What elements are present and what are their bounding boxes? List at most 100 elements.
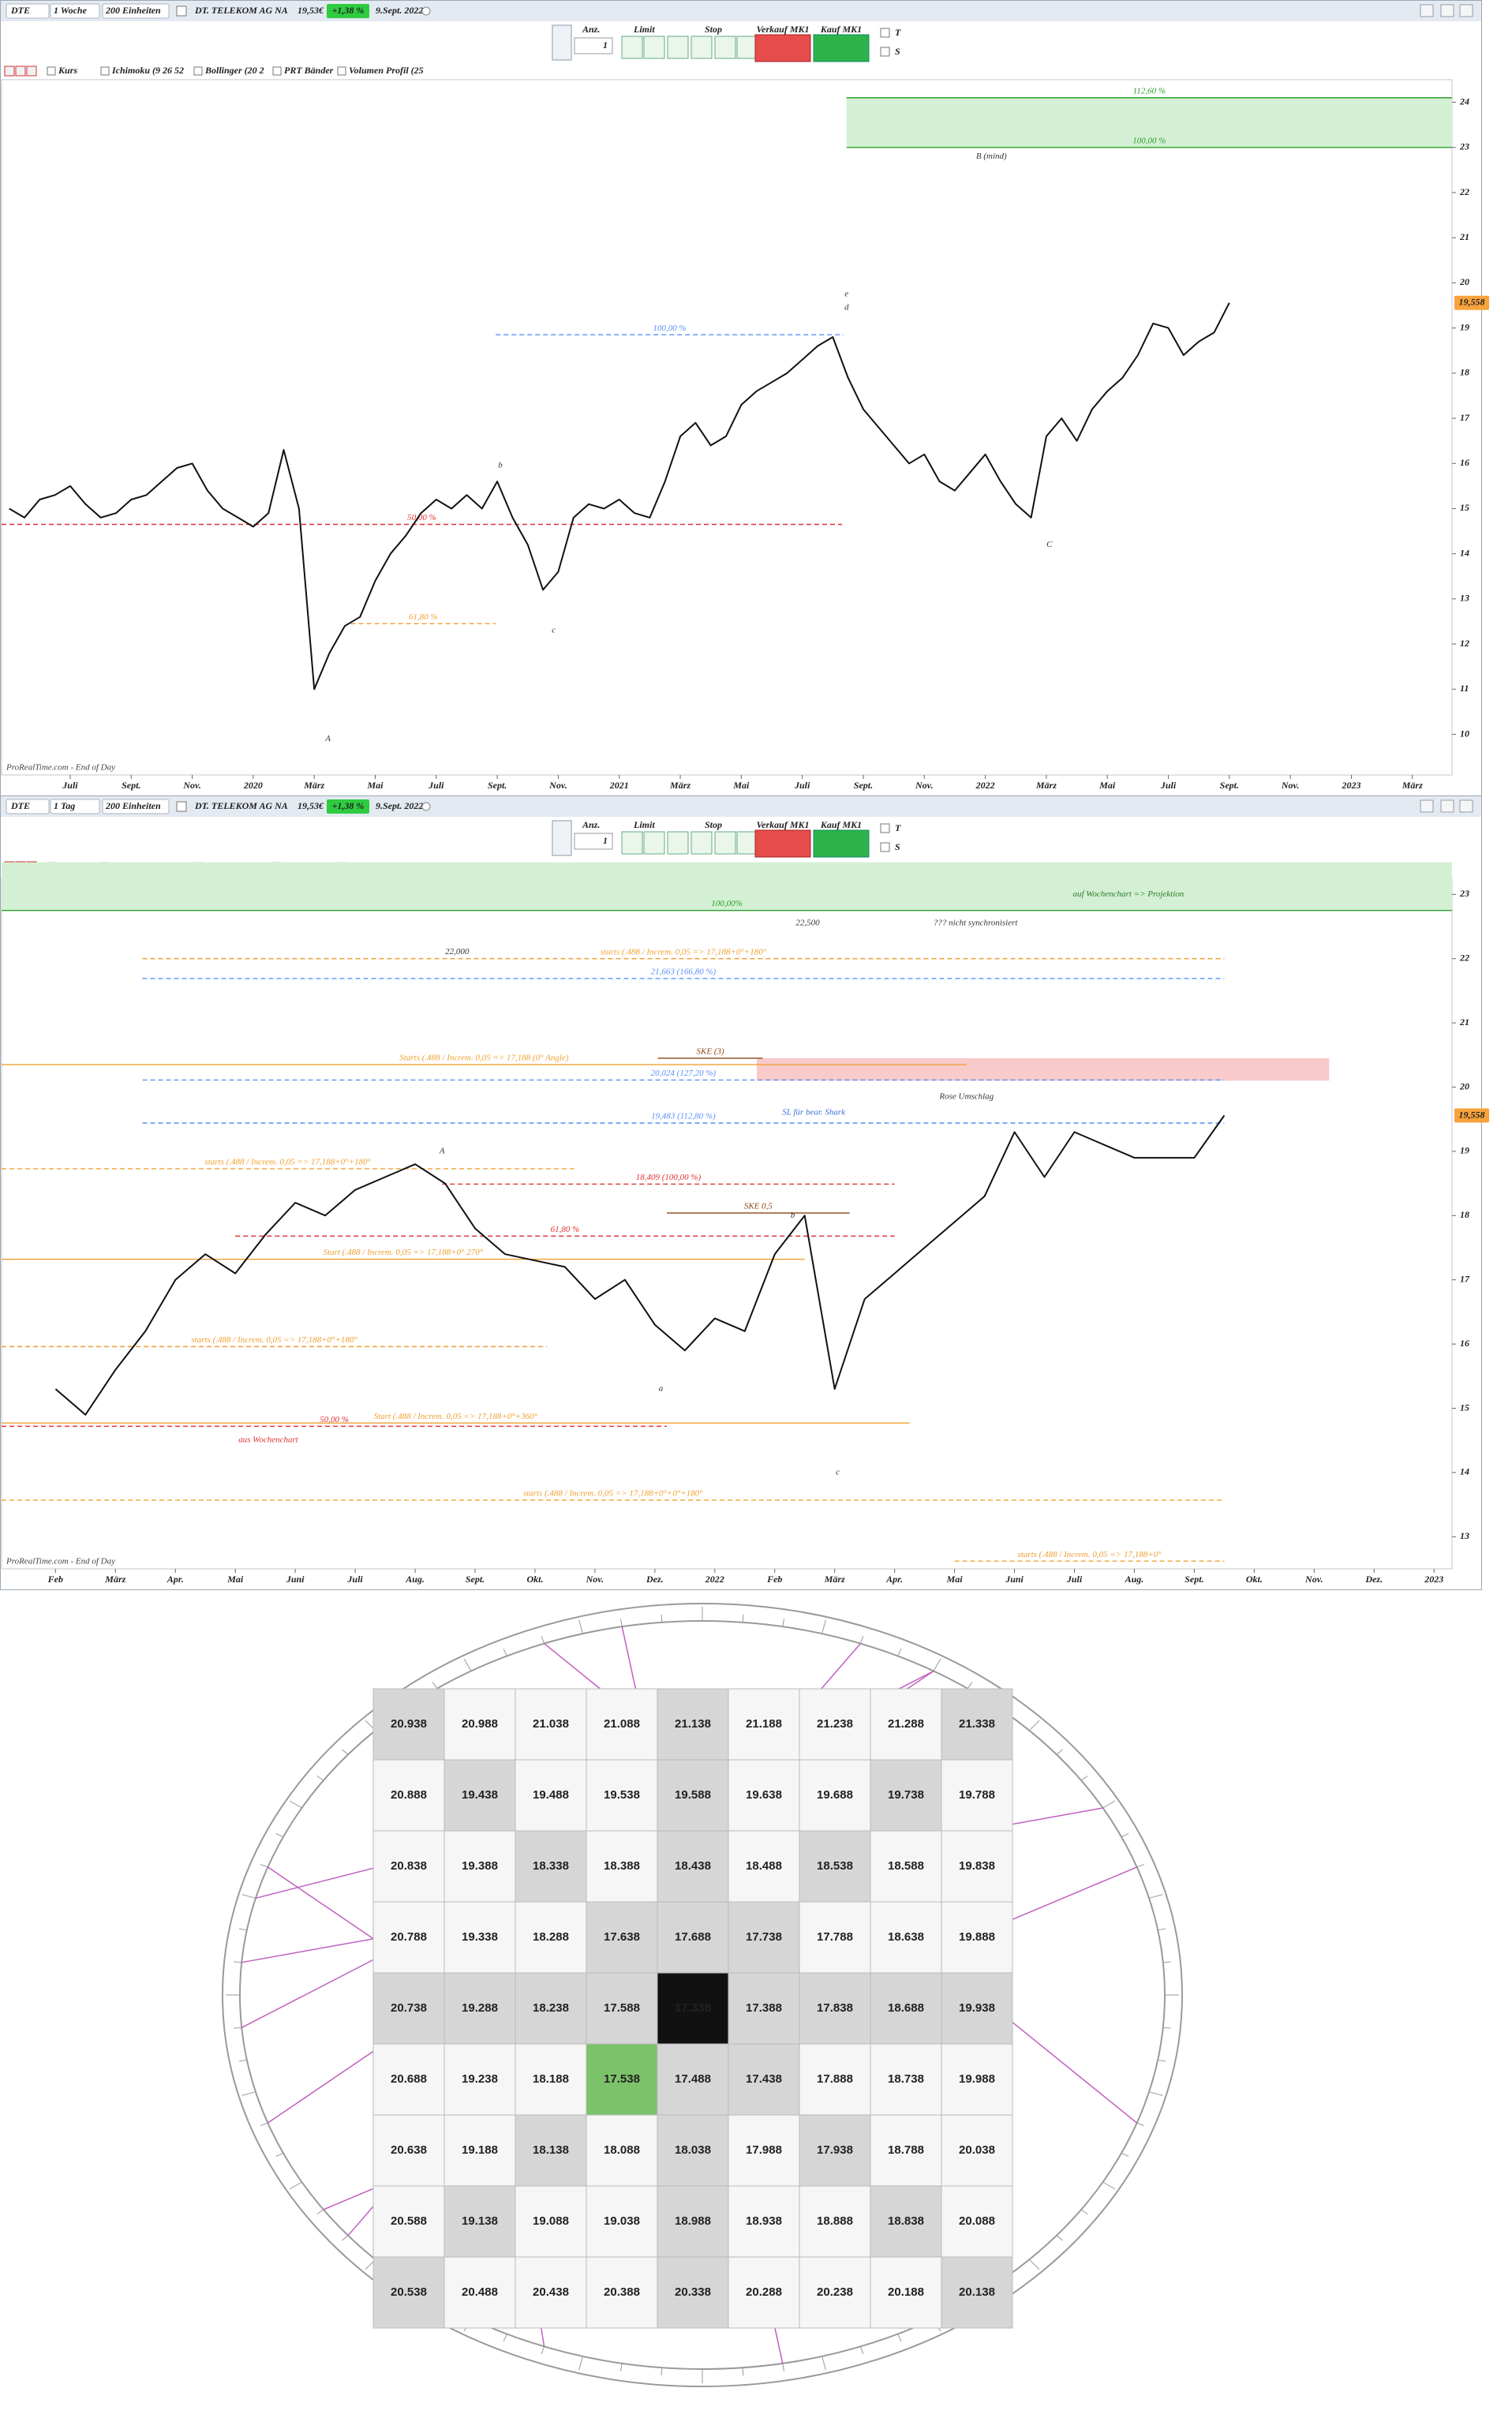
order-button[interactable] [736,36,758,59]
toolbar-icon[interactable] [552,820,572,856]
y-tick-label: 24 [1459,95,1469,107]
indicator-tool[interactable] [4,66,15,77]
x-tick-label: Sept. [122,780,140,791]
period-select[interactable] [50,799,100,814]
instrument-name: DT. TELEKOM AG NA [194,800,288,811]
window-button[interactable] [1459,4,1473,17]
toolbar-icon[interactable] [552,24,572,61]
price: 19,53€ [298,800,324,811]
indicator-tool[interactable] [26,66,37,77]
gann-value: 18.838 [888,2214,924,2228]
symbol-select[interactable] [6,3,50,19]
s-check[interactable] [880,47,890,57]
ring-tick [782,2363,784,2371]
gann-value: 20.388 [604,2285,640,2299]
sell-button[interactable] [754,829,811,858]
change: +1,38 % [332,800,365,811]
qty-input[interactable] [574,833,613,850]
annotation: b [791,1211,795,1220]
gann-value: 21.238 [817,1717,853,1731]
order-button[interactable] [667,831,689,855]
symbol-select[interactable] [6,799,50,814]
ring-tick [241,2091,256,2096]
order-button[interactable] [621,36,643,59]
gann-value: 20.738 [391,2001,427,2015]
ring-tick [859,1636,864,1644]
gann-cell [443,2185,516,2258]
gann-value: 17.388 [746,2001,782,2015]
gann-value: 18.338 [533,1859,569,1873]
x-tick-label: Sept. [466,1574,485,1585]
ring-tick [1158,1928,1166,1931]
gann-value: 20.238 [817,2285,853,2299]
ring-tick [782,1619,784,1627]
y-tick-label: 23 [1459,888,1469,899]
sell-button[interactable] [754,34,811,62]
x-tick-label: Okt. [526,1574,543,1585]
header-bar [1,796,1481,817]
footer: ProRealTime.com - End of Day [6,1557,115,1566]
gann-value: 17.338 [675,2001,711,2015]
y-tick-label: 10 [1460,728,1469,739]
indicator-check[interactable] [47,66,56,76]
indicator-check[interactable] [100,66,110,76]
order-button[interactable] [714,36,736,59]
level-label: starts (.488 / Increm. 0,05 => 17,188+0°… [204,1157,371,1166]
order-button[interactable] [643,36,665,59]
ring-tick [1136,1863,1145,1868]
gann-value: 18.638 [888,1930,924,1944]
level-label: 20,024 (127,20 %) [651,1069,717,1078]
window-button[interactable] [1440,799,1454,813]
x-tick-label: Mai [226,1574,244,1585]
indicator-tool[interactable] [15,66,26,77]
window-button[interactable] [1420,4,1434,17]
t-check[interactable] [880,28,890,38]
qty-input[interactable] [574,37,613,54]
gann-cell [941,1901,1013,1974]
indicator-check[interactable] [272,66,282,76]
order-button[interactable] [714,831,736,855]
s-check[interactable] [880,842,890,852]
x-tick-label: Feb [766,1574,782,1585]
order-button[interactable] [667,36,689,59]
order-button[interactable] [691,831,713,855]
gann-value: 17.838 [817,2001,853,2015]
indicator-check[interactable] [193,66,203,76]
ring-tick [541,2346,545,2354]
ring-tick [260,2122,268,2127]
gann-value: 21.088 [604,1717,640,1731]
gann-cell [941,2043,1013,2116]
gann-value: 18.738 [888,2072,924,2086]
ring-tick [821,2356,826,2371]
order-button[interactable] [736,831,758,855]
order-button[interactable] [643,831,665,855]
order-button[interactable] [691,36,713,59]
gann-cell [941,1830,1013,1903]
order-button[interactable] [621,831,643,855]
window-button[interactable] [1420,799,1434,813]
window-button[interactable] [1459,799,1473,813]
plot-area [1,878,1453,1570]
buy-button[interactable] [813,34,870,62]
indicator-check[interactable] [337,66,346,76]
y-tick-label: 17 [1460,1273,1470,1284]
ring-tick [1056,2235,1063,2241]
gann-value: 21.288 [888,1717,924,1731]
gann-ring [222,1603,1183,2387]
x-tick-label: Apr. [167,1574,184,1585]
window-button[interactable] [1440,4,1454,17]
gann-value: 19.338 [462,1930,498,1944]
x-tick-label: 2023 [1424,1574,1443,1585]
gann-cell [941,1759,1013,1832]
period-select[interactable] [50,3,100,19]
units-select[interactable] [102,799,170,814]
zone [756,1057,1330,1081]
t-check[interactable] [880,823,890,833]
ring-tick [316,1775,324,1781]
buy-button[interactable] [813,829,870,858]
gann-value: 18.138 [533,2143,569,2157]
gann-cell [870,1901,942,1974]
gann-value: 17.638 [604,1930,640,1944]
units-select[interactable] [102,3,170,19]
y-tick-label: 16 [1460,457,1469,468]
